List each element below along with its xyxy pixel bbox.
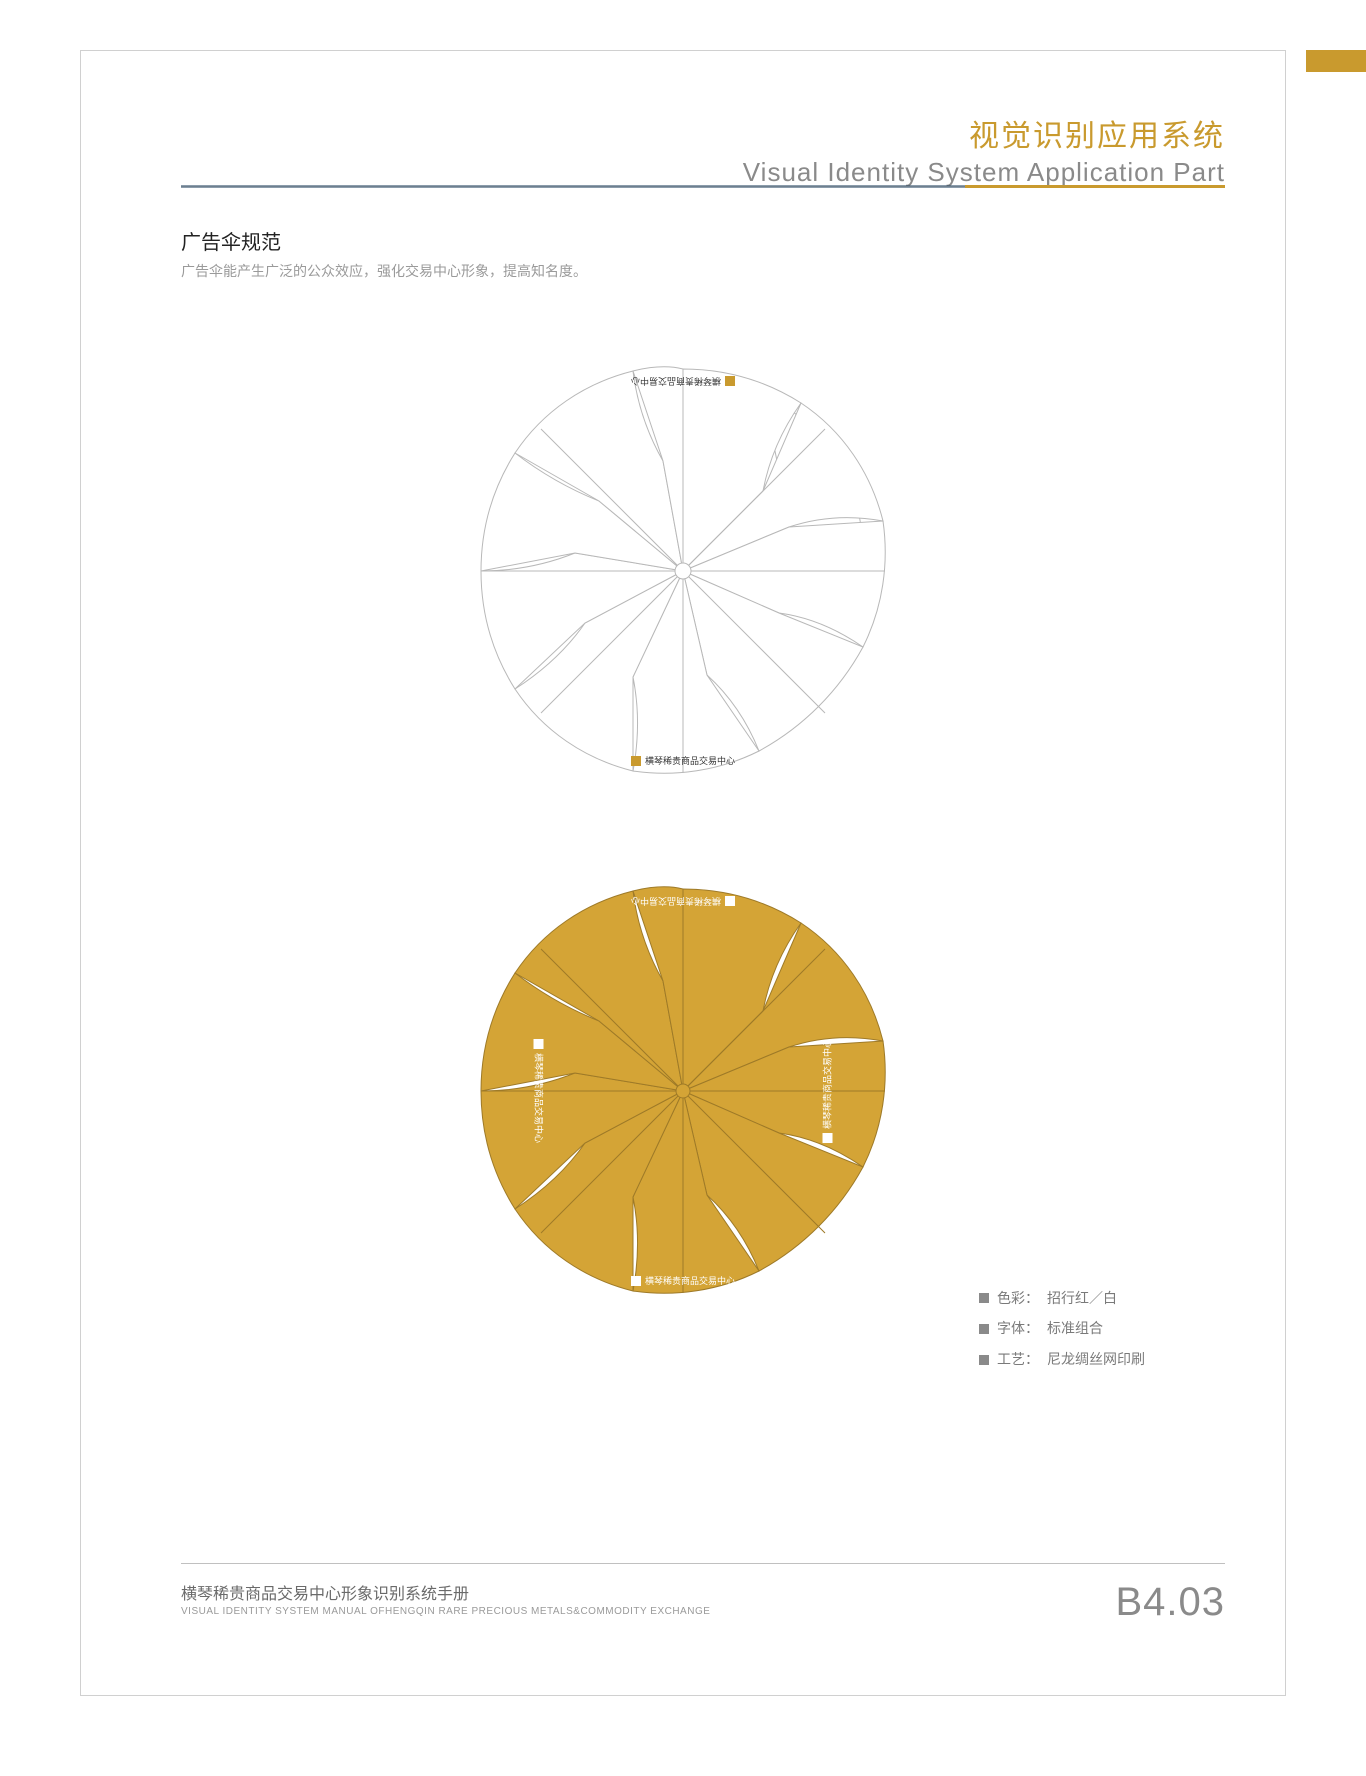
spec-value: 招行红／白	[1047, 1283, 1117, 1314]
square-bullet-icon	[979, 1324, 989, 1334]
section-title-text: 广告伞规范	[181, 226, 587, 255]
top-corner-accent	[1306, 50, 1366, 72]
logo-square-icon	[725, 377, 735, 387]
umbrella-white-logo-bottom: 横琴稀贵商品交易中心	[631, 754, 735, 767]
spec-label: 工艺：	[997, 1344, 1039, 1375]
footer-left: 横琴稀贵商品交易中心形象识别系统手册 VISUAL IDENTITY SYSTE…	[181, 1580, 710, 1617]
page-footer: 横琴稀贵商品交易中心形象识别系统手册 VISUAL IDENTITY SYSTE…	[181, 1563, 1225, 1625]
umbrella-gold-logo-left: 横琴稀贵商品交易中心	[533, 1039, 546, 1143]
umbrella-gold-logo-right: 横琴稀贵商品交易中心	[820, 1039, 833, 1143]
umbrella-diagrams: 横琴稀贵商品交易中心 横琴稀贵商品交易中心	[81, 351, 1285, 1311]
footer-title-cn: 横琴稀贵商品交易中心形象识别系统手册	[181, 1580, 710, 1604]
spec-label: 色彩：	[997, 1283, 1039, 1314]
spec-list: 色彩： 招行红／白 字体： 标准组合 工艺： 尼龙绸丝网印刷	[979, 1283, 1145, 1375]
logo-square-icon	[822, 1133, 832, 1143]
page-frame: 视觉识别应用系统 Visual Identity System Applicat…	[80, 50, 1286, 1696]
square-bullet-icon	[979, 1355, 989, 1365]
spec-row: 字体： 标准组合	[979, 1313, 1145, 1344]
spec-label: 字体：	[997, 1313, 1039, 1344]
logo-square-icon	[631, 1276, 641, 1286]
umbrella-white-logo-top: 横琴稀贵商品交易中心	[631, 375, 735, 388]
square-bullet-icon	[979, 1293, 989, 1303]
footer-title-en: VISUAL IDENTITY SYSTEM MANUAL OFHENGQIN …	[181, 1606, 710, 1617]
spec-value: 标准组合	[1047, 1313, 1103, 1344]
umbrella-white: 横琴稀贵商品交易中心 横琴稀贵商品交易中心	[463, 351, 903, 791]
logo-square-icon	[725, 897, 735, 907]
spec-value: 尼龙绸丝网印刷	[1047, 1344, 1145, 1375]
header-title-cn: 视觉识别应用系统	[743, 111, 1225, 155]
section-heading: 广告伞规范 广告伞能产生广泛的公众效应，强化交易中心形象，提高知名度。	[181, 226, 587, 281]
logo-square-icon	[534, 1039, 544, 1049]
page-header: 视觉识别应用系统 Visual Identity System Applicat…	[743, 111, 1225, 188]
umbrella-gold-logo-bottom: 横琴稀贵商品交易中心	[631, 1274, 735, 1287]
logo-square-icon	[631, 756, 641, 766]
header-divider	[181, 186, 1225, 187]
section-description: 广告伞能产生广泛的公众效应，强化交易中心形象，提高知名度。	[181, 261, 587, 281]
umbrella-gold-logo-top: 横琴稀贵商品交易中心	[631, 895, 735, 908]
spec-row: 色彩： 招行红／白	[979, 1283, 1145, 1314]
spec-row: 工艺： 尼龙绸丝网印刷	[979, 1344, 1145, 1375]
header-title-en: Visual Identity System Application Part	[743, 157, 1225, 188]
umbrella-gold: 横琴稀贵商品交易中心 横琴稀贵商品交易中心 横琴稀贵商品交易中心 横琴稀贵商品交…	[463, 871, 903, 1311]
page-number: B4.03	[1115, 1580, 1225, 1625]
